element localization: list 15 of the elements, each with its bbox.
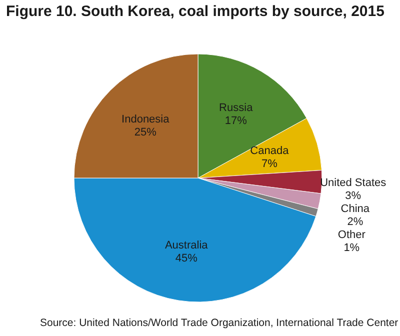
data-label: 17% <box>224 114 248 127</box>
chart-title: Figure 10. South Korea, coal imports by source, 2015 <box>6 3 384 20</box>
slice-label: Russia <box>219 102 254 114</box>
slice-label: Other <box>338 229 366 242</box>
source-note: Source: United Nations/World Trade Organization, International Trade Center <box>40 317 399 329</box>
slice-label: Australia <box>164 239 209 252</box>
data-label: 1% <box>344 242 360 254</box>
data-label: 7% <box>261 158 278 170</box>
slice-label: Canada <box>250 145 290 158</box>
data-label: 2% <box>347 216 364 228</box>
slice-label: China <box>340 203 370 216</box>
data-label: 25% <box>134 126 157 138</box>
data-label: 45% <box>175 252 198 264</box>
slice-label: Indonesia <box>122 113 170 126</box>
data-label: 3% <box>345 190 362 202</box>
